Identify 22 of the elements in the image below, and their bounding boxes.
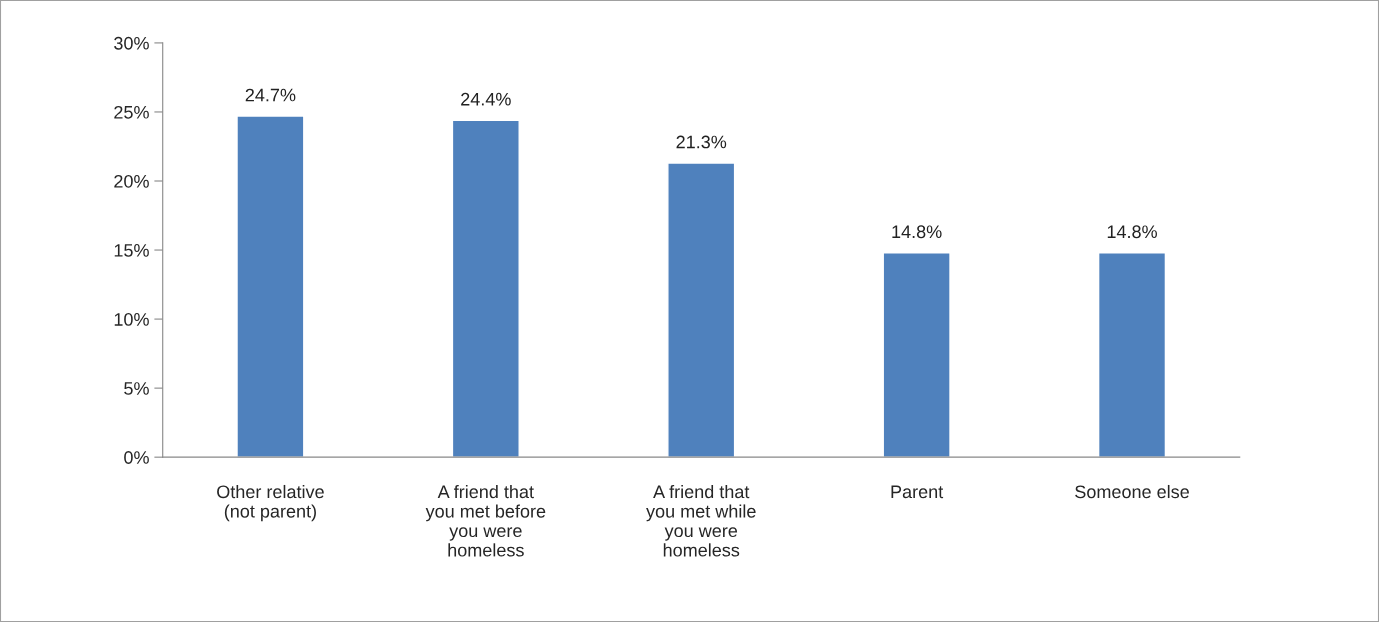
data-label: 24.4% (461, 92, 511, 106)
bar (667, 162, 736, 458)
bar (451, 119, 520, 458)
x-tick-label: Other relative (not parent) (217, 484, 324, 522)
bar (236, 115, 305, 458)
y-tick-label: 0% (124, 451, 149, 464)
bar (882, 252, 951, 458)
y-tick-label: 10% (114, 313, 149, 326)
x-tick-label: Someone else (1075, 484, 1189, 499)
bar (1097, 252, 1167, 458)
y-tick-label: 15% (114, 244, 149, 257)
y-tick-label: 5% (124, 382, 149, 395)
y-tick-label: 20% (114, 174, 149, 188)
data-label: 24.7% (245, 88, 296, 102)
y-tick-label: 30% (114, 36, 149, 50)
data-label: 21.3% (676, 135, 727, 149)
data-label: 14.8% (1107, 225, 1157, 239)
x-tick-label: Parent (891, 485, 944, 499)
data-label: 14.8% (892, 225, 942, 239)
y-tick-label: 25% (114, 105, 149, 119)
x-tick-label: A friend that you met while you were homeless (646, 484, 756, 557)
x-tick-label: A friend that you met before you were homeless (425, 484, 546, 557)
